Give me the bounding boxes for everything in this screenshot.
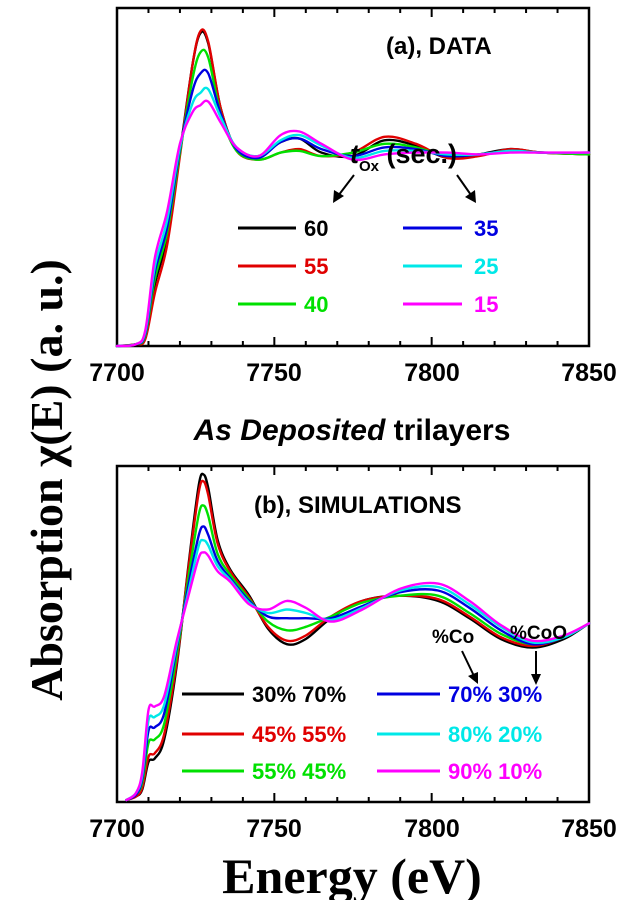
panel-b-ticks <box>116 466 590 802</box>
arrow-coo <box>531 651 541 685</box>
panel-a-ticks <box>116 8 590 346</box>
panel-a-xtick-label: 7850 <box>561 359 617 387</box>
panel-b-legend: 30% 70% 45% 55% 55% 45% 70% 30% 80% 20% 90% 1… <box>182 682 542 784</box>
legend-label: 45% 55% <box>252 722 346 747</box>
legend-label: 80% 20% <box>448 722 542 747</box>
legend-header-subscript: Ox <box>359 158 380 175</box>
legend-label: 55 <box>304 254 328 279</box>
series-line-55-45 <box>125 504 591 802</box>
panel-b-legend-header: %Co %CoO <box>432 623 567 685</box>
series-line-15 <box>115 99 591 348</box>
series-line-60 <box>115 30 591 348</box>
panel-a-legend: 60 55 40 35 25 15 <box>238 216 498 317</box>
panel-b-xtick-label: 7750 <box>246 815 302 843</box>
sample-description-rest: trilayers <box>385 414 510 447</box>
arrow-right <box>456 174 476 203</box>
panel-a-frame <box>115 6 591 348</box>
x-axis-label: Energy (eV) <box>222 848 482 900</box>
arrow-left <box>333 174 355 203</box>
panel-a-x-tick-labels: 7700 7750 7800 7850 <box>89 359 617 387</box>
panel-b-title: (b), SIMULATIONS <box>254 492 462 519</box>
panel-b-xtick-label: 7850 <box>561 815 617 843</box>
panel-a-legend-header: tOx (sec.) <box>333 139 476 203</box>
arrow-co <box>461 650 478 684</box>
series-line-55 <box>115 28 591 348</box>
legend-label: 70% 30% <box>448 682 542 707</box>
legend-header-time: tOx (sec.) <box>350 139 457 175</box>
panel-b: (b), SIMULATIONS %Co %CoO 30% 70% 45% 55%… <box>89 464 617 843</box>
legend-label: 30% 70% <box>252 682 346 707</box>
panel-a-series-lines <box>115 28 591 348</box>
sample-description-italic: As Deposited <box>193 414 386 447</box>
series-line-45-55 <box>125 479 591 802</box>
panel-a: (a), DATA tOx (sec.) 60 55 40 35 25 15 7700 7… <box>89 6 617 387</box>
series-line-25 <box>115 86 591 348</box>
legend-label: 15 <box>474 292 498 317</box>
legend-header-co: %Co <box>432 627 474 648</box>
panel-b-x-tick-labels: 7700 7750 7800 7850 <box>89 815 617 843</box>
legend-label: 40 <box>304 292 328 317</box>
panel-b-xtick-label: 7700 <box>89 815 145 843</box>
legend-label: 55% 45% <box>252 759 346 784</box>
panel-b-frame <box>115 464 591 804</box>
legend-header-t: t <box>350 139 360 169</box>
sample-description: As Deposited trilayers <box>193 414 511 447</box>
legend-header-coo: %CoO <box>510 623 567 644</box>
series-line-90-10 <box>125 551 591 802</box>
panel-a-title: (a), DATA <box>386 33 492 60</box>
panel-b-series-lines <box>125 472 591 802</box>
series-line-35 <box>115 68 591 348</box>
legend-label: 60 <box>304 216 328 241</box>
legend-header-unit: (sec.) <box>379 139 457 169</box>
panel-b-xtick-label: 7800 <box>404 815 460 843</box>
legend-label: 35 <box>474 216 498 241</box>
y-axis-label: Absorption χ(E) (a. u.) <box>21 259 72 701</box>
panel-a-xtick-label: 7700 <box>89 359 145 387</box>
panel-a-xtick-label: 7750 <box>246 359 302 387</box>
legend-label: 25 <box>474 254 498 279</box>
panel-a-xtick-label: 7800 <box>404 359 460 387</box>
legend-label: 90% 10% <box>448 759 542 784</box>
